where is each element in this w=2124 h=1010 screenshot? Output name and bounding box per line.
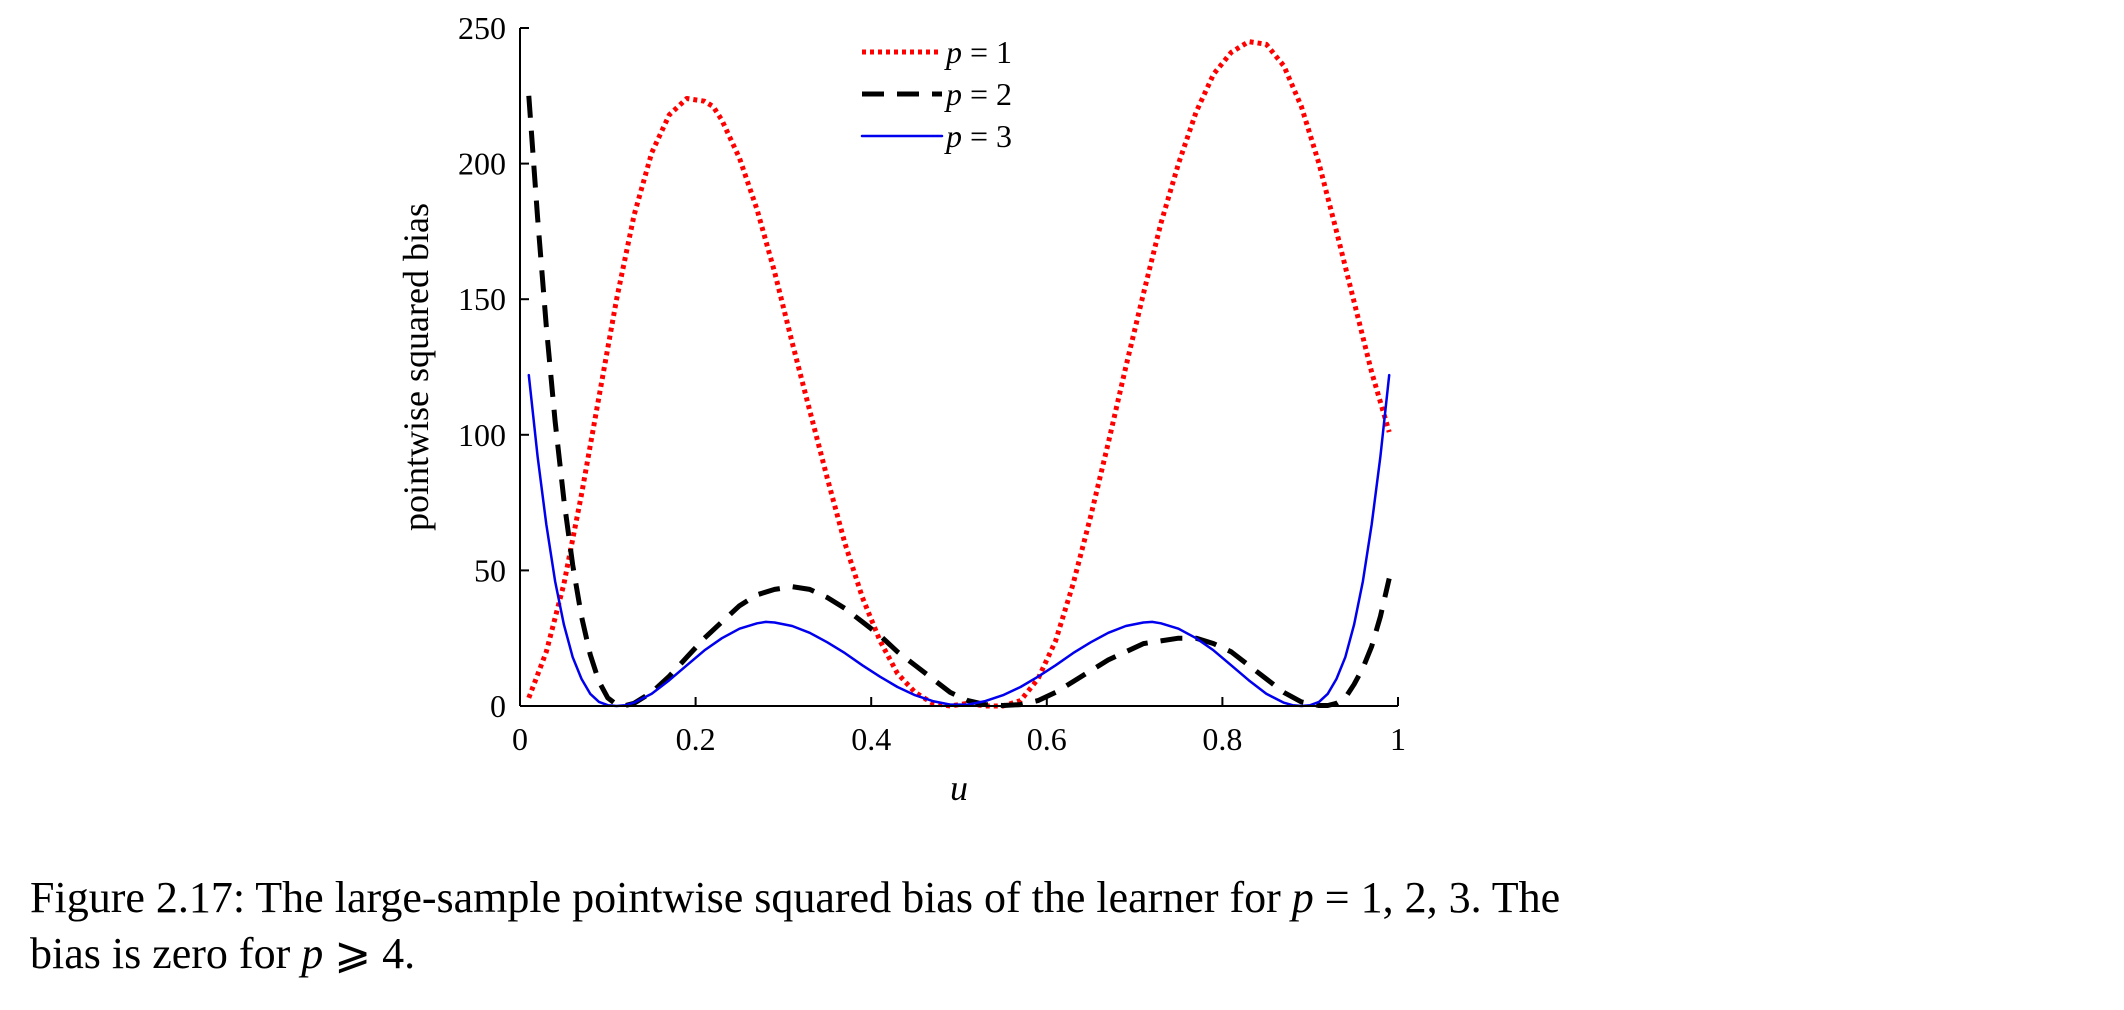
y-tick-label: 50 [474, 552, 506, 588]
caption-line-1: Figure 2.17: The large-sample pointwise … [30, 870, 1790, 926]
x-tick-label: 0.4 [851, 721, 891, 757]
legend: p = 1 p = 2 p = 3 [860, 34, 1012, 154]
series-line-p1 [526, 39, 1392, 709]
y-tick-label: 0 [490, 688, 506, 724]
caption-prefix: Figure 2.17: The large-sample pointwise … [30, 873, 1292, 922]
caption-line2-prefix: bias is zero for [30, 929, 302, 978]
axes [519, 28, 1398, 707]
legend-label-p1: p = 1 [944, 34, 1012, 70]
x-axis-label: u [950, 768, 968, 808]
x-tick-label: 0.2 [676, 721, 716, 757]
legend-label-p2: p = 2 [944, 76, 1012, 112]
figure-caption: Figure 2.17: The large-sample pointwise … [30, 870, 1790, 982]
y-tick-label: 150 [458, 281, 506, 317]
legend-label-p3: p = 3 [944, 118, 1012, 154]
series-line-p2 [526, 95, 1392, 708]
x-ticks: 0 0.2 0.4 0.6 0.8 1 [512, 697, 1406, 757]
caption-var-2: p [301, 929, 324, 978]
caption-line2-suffix: ⩾ 4. [323, 929, 416, 978]
caption-mid-1: = 1, 2, 3. The [1313, 873, 1561, 922]
x-tick-label: 1 [1390, 721, 1406, 757]
y-tick-label: 200 [458, 146, 506, 182]
x-tick-label: 0 [512, 721, 528, 757]
plot-area: 0 0.2 0.4 0.6 0.8 1 0 50 100 150 200 250 u pointwi… [396, 10, 1406, 808]
y-axis-label: pointwise squared bias [396, 203, 436, 531]
series-line-p3 [527, 373, 1391, 708]
y-ticks: 0 50 100 150 200 250 [458, 10, 529, 724]
caption-var-1: p [1291, 873, 1314, 922]
x-tick-label: 0.6 [1027, 721, 1067, 757]
x-tick-label: 0.8 [1202, 721, 1242, 757]
y-tick-label: 250 [458, 10, 506, 46]
y-tick-label: 100 [458, 417, 506, 453]
caption-line-2: bias is zero for p ⩾ 4. [30, 926, 1790, 982]
